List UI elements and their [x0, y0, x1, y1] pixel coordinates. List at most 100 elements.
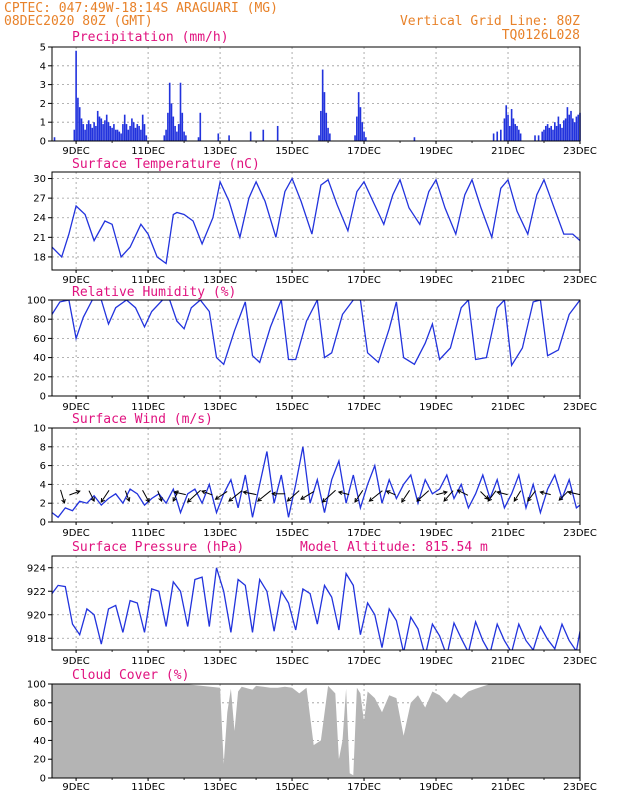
precip-bar: [172, 116, 175, 141]
precip-bar: [113, 124, 115, 141]
wind-arrow-head: [125, 497, 131, 503]
precip-bar: [53, 137, 56, 141]
precip-bar: [78, 107, 81, 141]
precip-bar: [557, 116, 560, 141]
panel-title-pressure: Surface Pressure (hPa): [72, 540, 244, 555]
precip-bar: [181, 112, 184, 141]
precip-bar: [163, 135, 166, 141]
wind-arrow: [300, 491, 315, 500]
x-tick-label: 17DEC: [347, 275, 381, 286]
panels: 0 1 2 3 4 5 9DEC 11DEC 13DEC 15DEC 17DEC 19DEC 21DEC…: [27, 30, 597, 793]
x-tick-label: 23DEC: [563, 656, 597, 667]
precip-bar: [114, 129, 117, 141]
y-tick-label: 40: [33, 353, 46, 364]
wind-arrow: [457, 489, 469, 496]
y-tick-label: 20: [33, 755, 46, 766]
precip-bar: [140, 129, 142, 141]
wind-arrow: [416, 490, 430, 502]
precip-bar: [546, 124, 549, 141]
wind-arrow-head: [337, 490, 343, 496]
precip-bar: [75, 50, 77, 142]
x-tick-label: 19DEC: [419, 402, 453, 413]
panel-precip: 0 1 2 3 4 5 9DEC 11DEC 13DEC 15DEC 17DEC 19DEC 21DEC…: [40, 30, 597, 157]
precip-bar: [120, 133, 122, 141]
precip-bar: [505, 105, 508, 141]
precip-bar: [356, 116, 358, 141]
wind-arrow: [354, 490, 364, 503]
y-tick-label: 24: [33, 213, 46, 224]
precip-bar: [167, 112, 169, 141]
wind-arrow-head: [513, 497, 518, 502]
precip-bar: [125, 124, 128, 141]
wind-arrow: [60, 489, 65, 504]
precip-bar: [145, 135, 148, 141]
precip-bar: [96, 110, 99, 141]
precip-bar: [179, 82, 182, 141]
panel-frame: [51, 299, 581, 397]
panel-humidity: 0 20 40 60 80 100 9DEC 11DEC 13DEC 15DEC 17DEC 19DE…: [27, 285, 597, 413]
panel-title-temp: Surface Temperature (nC): [72, 157, 260, 172]
wind-arrow: [513, 490, 522, 502]
precip-bar: [519, 133, 522, 141]
precip-bar: [510, 109, 513, 141]
precip-bar: [357, 92, 360, 141]
y-tick-label: 20: [33, 372, 46, 383]
precip-bar: [129, 125, 131, 141]
wind-arrow: [338, 491, 350, 496]
precip-bar: [318, 135, 320, 141]
precip-bar: [503, 118, 506, 141]
wind-arrow: [527, 490, 536, 502]
wind-arrow-head: [172, 497, 177, 503]
wind-arrow-head: [527, 497, 532, 502]
wind-arrow-head: [90, 497, 95, 503]
y-tick-label: 1: [40, 118, 46, 129]
x-tick-label: 11DEC: [131, 656, 165, 667]
x-tick-label: 9DEC: [62, 782, 89, 793]
precip-bar: [575, 116, 578, 141]
precip-bar: [570, 110, 572, 141]
panel-temp: 18 21 24 27 30 9DEC 11DEC 13DEC 15DEC 17DEC 19DEC 2…: [33, 157, 597, 286]
wind-arrow: [287, 490, 300, 502]
y-tick-label: 0: [40, 392, 46, 403]
y-tick-label: 918: [27, 634, 46, 645]
wind-arrow-head: [300, 495, 305, 500]
x-tick-label: 15DEC: [275, 275, 309, 286]
precip-bar: [95, 125, 97, 141]
x-tick-label: 15DEC: [275, 528, 309, 539]
wind-arrow-head: [442, 490, 448, 496]
header-model-id: TQ0126L028: [502, 28, 580, 43]
precip-bar: [276, 125, 279, 141]
x-tick-label: 19DEC: [419, 528, 453, 539]
precip-bar: [105, 114, 108, 141]
precip-bar: [107, 122, 110, 141]
precip-bar: [562, 120, 565, 141]
header-station: CPTEC: 047:49W-18:14S ARAGUARI (MG): [4, 1, 278, 16]
precip-bar: [553, 122, 556, 141]
precip-bar: [122, 124, 124, 141]
wind-arrow: [69, 490, 80, 496]
wind-arrow-head: [242, 490, 248, 495]
series-line-humidity: [52, 300, 580, 368]
x-tick-label: 17DEC: [347, 528, 381, 539]
cloud-cover-area: [52, 684, 580, 778]
x-tick-label: 11DEC: [131, 146, 165, 157]
wind-arrow: [228, 490, 243, 502]
wind-arrow-head: [173, 490, 179, 495]
y-tick-label: 2: [40, 99, 46, 110]
y-tick-label: 27: [33, 194, 46, 205]
wind-arrow-head: [145, 497, 150, 503]
x-tick-label: 19DEC: [419, 146, 453, 157]
y-tick-label: 924: [27, 563, 46, 574]
wind-arrow: [124, 490, 130, 502]
wind-arrow: [568, 491, 581, 496]
precip-bar: [544, 125, 547, 141]
wind-arrow: [480, 491, 489, 500]
precip-bar: [185, 135, 187, 141]
x-tick-label: 13DEC: [203, 402, 237, 413]
y-tick-label: 10: [33, 424, 46, 435]
precip-bar: [568, 114, 571, 141]
precip-bar: [329, 133, 331, 141]
wind-arrow: [443, 490, 454, 502]
x-tick-label: 9DEC: [62, 275, 89, 286]
